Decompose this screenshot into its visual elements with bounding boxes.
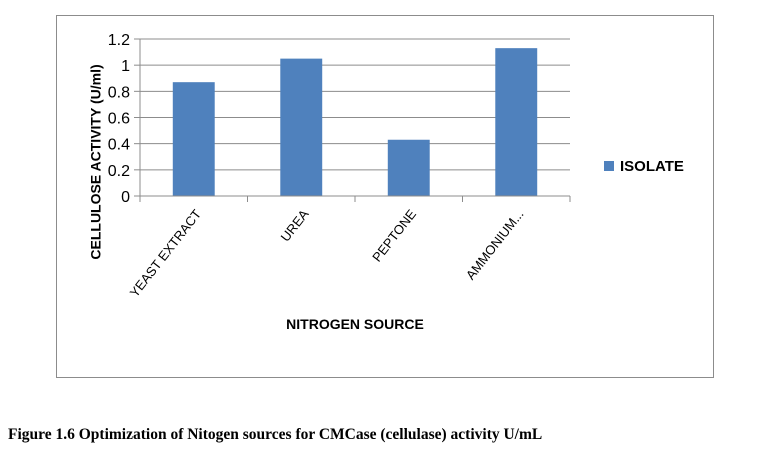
y-tick-label: 0.6: [108, 111, 130, 128]
axes: [139, 39, 571, 202]
legend-label-isolate: ISOLATE: [620, 158, 684, 175]
bar-series-isolate: [172, 48, 538, 197]
y-tick-label: 0: [121, 189, 130, 206]
legend-swatch-isolate: [604, 161, 614, 171]
bar: [387, 139, 430, 196]
x-tick-label: YEAST EXTRACT: [127, 207, 205, 300]
x-tick-labels: YEAST EXTRACT UREA PEPTONE AMMONIUM...: [127, 206, 527, 300]
bar: [280, 58, 323, 196]
y-axis-title: CELLULOSE ACTIVITY (U/ml): [88, 64, 104, 259]
y-tick-label: 0.8: [108, 84, 130, 101]
y-tick-label: 0.2: [108, 163, 130, 180]
y-tick-label: 1.2: [108, 32, 130, 49]
y-tick-label: 1: [121, 58, 130, 75]
figure-caption: Figure 1.6 Optimization of Nitogen sourc…: [8, 426, 543, 443]
y-tick-labels: 0 0.2 0.4 0.6 0.8 1 1.2: [108, 32, 130, 206]
x-tick-label: PEPTONE: [369, 206, 419, 264]
bar: [172, 82, 215, 196]
y-tick-label: 0.4: [108, 137, 130, 154]
bar-chart: 0 0.2 0.4 0.6 0.8 1 1.2 YEAST EXTRACT UREA PEPTO…: [88, 32, 684, 332]
x-tick-label: AMMONIUM...: [463, 207, 527, 283]
bar: [495, 48, 538, 197]
x-axis-title: NITROGEN SOURCE: [286, 316, 424, 332]
legend: ISOLATE: [604, 158, 684, 175]
x-tick-label: UREA: [278, 206, 312, 244]
